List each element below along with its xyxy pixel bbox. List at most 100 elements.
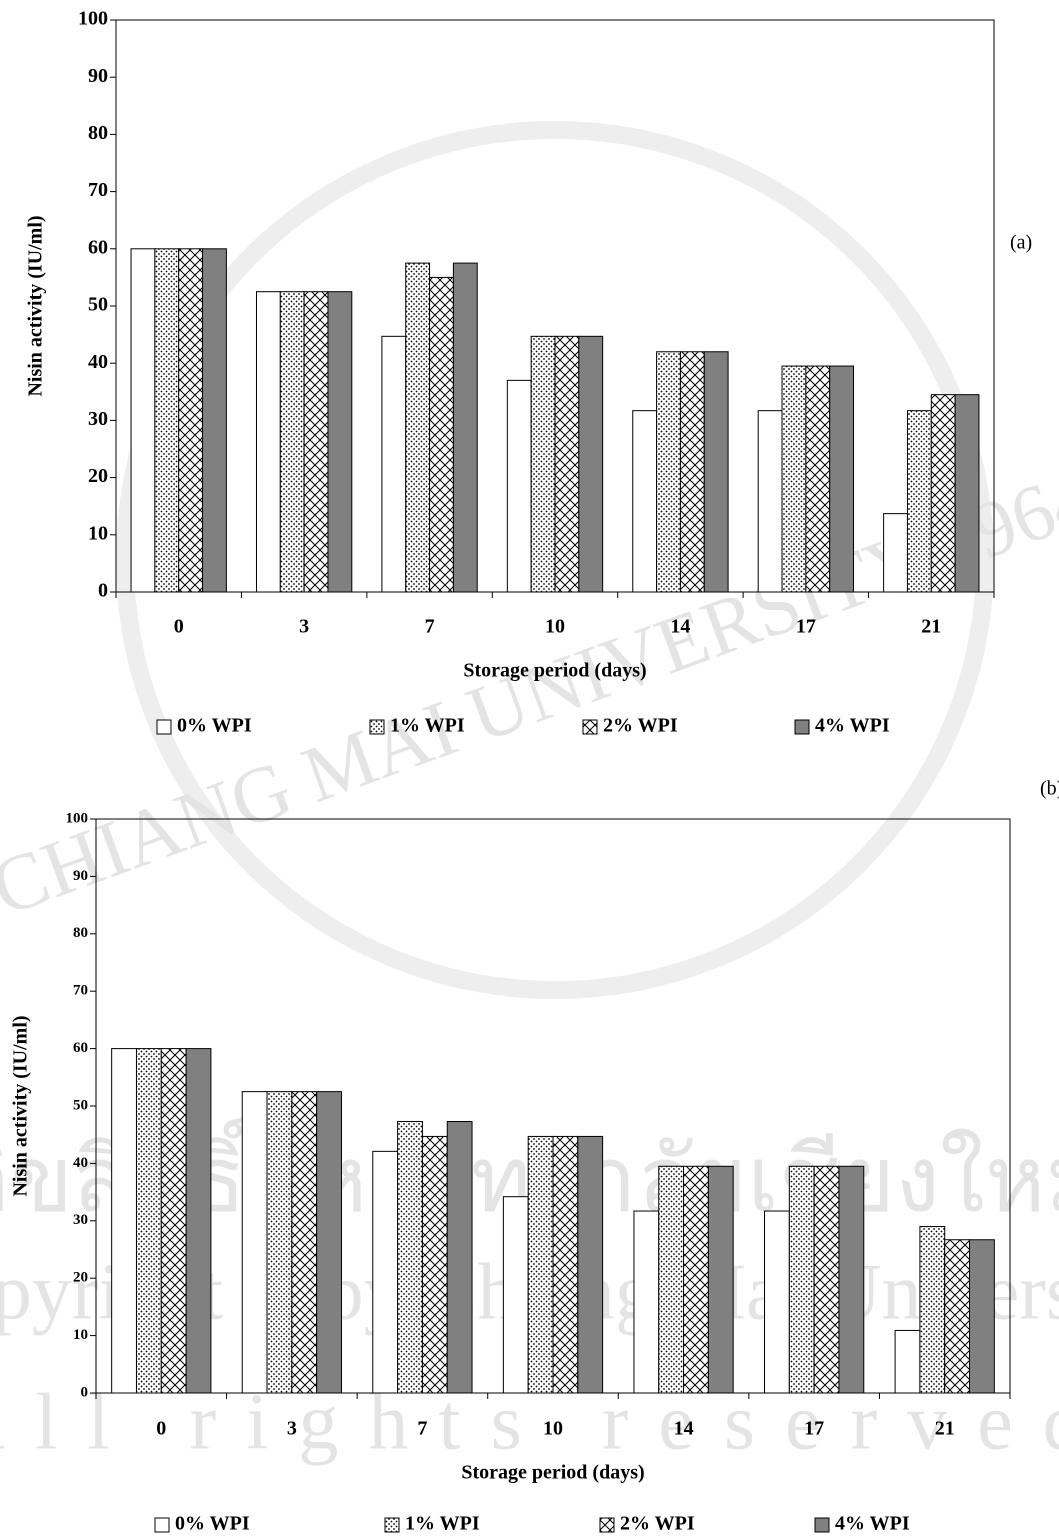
legend-label: 0% WPI [175, 1513, 250, 1535]
legend-label: 4% WPI [835, 1513, 910, 1535]
x-tick-label: 7 [425, 616, 435, 638]
bar [381, 335, 407, 593]
y-tick-label: 30 [73, 1212, 88, 1228]
y-tick-label: 30 [88, 408, 108, 430]
legend-label: 0% WPI [177, 715, 252, 737]
x-tick-label: 10 [545, 616, 565, 638]
y-tick-label: 0 [98, 580, 108, 602]
bar [530, 335, 556, 593]
bar [883, 513, 908, 593]
legend-swatch [582, 719, 598, 735]
bar [805, 365, 831, 593]
bar [679, 351, 705, 593]
bar [930, 394, 956, 593]
y-tick-label: 40 [73, 1155, 88, 1171]
bar [429, 276, 454, 593]
bar [372, 1150, 399, 1394]
annotation: (a) [1010, 232, 1032, 254]
y-tick-label: 20 [88, 465, 108, 487]
bar [527, 1135, 554, 1394]
y-tick-label: 100 [78, 8, 108, 30]
bar [788, 1165, 815, 1394]
bar [552, 1135, 579, 1394]
bar [135, 1048, 162, 1394]
bar [813, 1165, 840, 1394]
bar [291, 1091, 318, 1394]
bar [658, 1165, 685, 1394]
bar [764, 1210, 790, 1394]
bar [554, 335, 580, 593]
bar [202, 248, 227, 593]
x-axis-label: Storage period (days) [463, 660, 646, 682]
bar [578, 335, 604, 593]
y-tick-label: 90 [88, 65, 108, 87]
y-tick-label: 70 [88, 179, 108, 201]
bar [266, 1091, 293, 1394]
bar [633, 1210, 660, 1394]
y-tick-label: 20 [73, 1270, 88, 1286]
x-tick-label: 7 [417, 1418, 427, 1440]
bar [906, 410, 932, 593]
x-tick-label: 3 [287, 1418, 297, 1440]
bar [969, 1239, 995, 1394]
legend-swatch [156, 719, 172, 735]
y-axis-label: Nisin activity (IU/ml) [25, 215, 47, 396]
legend-swatch [599, 1517, 615, 1533]
annotation: (b) [1040, 778, 1059, 800]
x-tick-label: 0 [174, 616, 184, 638]
x-tick-label: 14 [670, 616, 690, 638]
bar [954, 394, 980, 593]
bar [421, 1135, 448, 1394]
y-tick-label: 10 [73, 1327, 88, 1343]
x-tick-label: 14 [674, 1418, 694, 1440]
bar [781, 365, 807, 593]
bar [656, 351, 681, 593]
legend-swatch [794, 719, 810, 735]
legend-swatch [154, 1517, 170, 1533]
y-tick-label: 90 [73, 868, 88, 884]
y-tick-label: 0 [81, 1384, 89, 1400]
x-tick-label: 17 [804, 1418, 824, 1440]
bar [683, 1165, 709, 1394]
legend-label: 2% WPI [620, 1513, 695, 1535]
x-tick-label: 0 [156, 1418, 166, 1440]
chart: 0 10 20 30 40 50 60 70 80 90 100 0 3 7 10 14 17 21 Storage… [25, 8, 1033, 737]
bar [303, 291, 329, 593]
y-tick-label: 50 [88, 294, 108, 316]
bar [255, 291, 281, 593]
legend-label: 1% WPI [405, 1513, 480, 1535]
bar [838, 1165, 865, 1394]
y-tick-label: 10 [88, 522, 108, 544]
bar [111, 1048, 137, 1394]
x-axis-label: Storage period (days) [461, 1462, 644, 1484]
bar [632, 410, 658, 593]
y-tick-label: 100 [66, 810, 89, 826]
bar [829, 365, 855, 593]
bar [130, 248, 156, 593]
bar [327, 291, 353, 593]
y-tick-label: 50 [73, 1097, 88, 1113]
x-tick-label: 10 [543, 1418, 563, 1440]
legend-label: 1% WPI [390, 715, 465, 737]
bar [919, 1226, 946, 1394]
y-tick-label: 80 [88, 122, 108, 144]
bar [757, 410, 783, 593]
bar [154, 248, 180, 593]
legend-label: 4% WPI [815, 715, 890, 737]
x-tick-label: 21 [935, 1418, 955, 1440]
chart: 0 10 20 30 40 50 60 70 80 90 100 0 3 7 10 14 17 21 Storage… [10, 778, 1059, 1535]
y-tick-label: 40 [88, 351, 108, 373]
bar [185, 1048, 212, 1394]
x-tick-label: 21 [921, 616, 941, 638]
bar [703, 351, 729, 593]
bar [707, 1165, 734, 1394]
bar [577, 1135, 604, 1394]
legend-label: 2% WPI [603, 715, 678, 737]
bar [316, 1091, 342, 1394]
legend-swatch [384, 1517, 400, 1533]
y-tick-label: 80 [73, 925, 88, 941]
bar [506, 379, 532, 593]
bar [502, 1196, 529, 1394]
legend-swatch [369, 719, 385, 735]
x-tick-label: 17 [796, 616, 816, 638]
